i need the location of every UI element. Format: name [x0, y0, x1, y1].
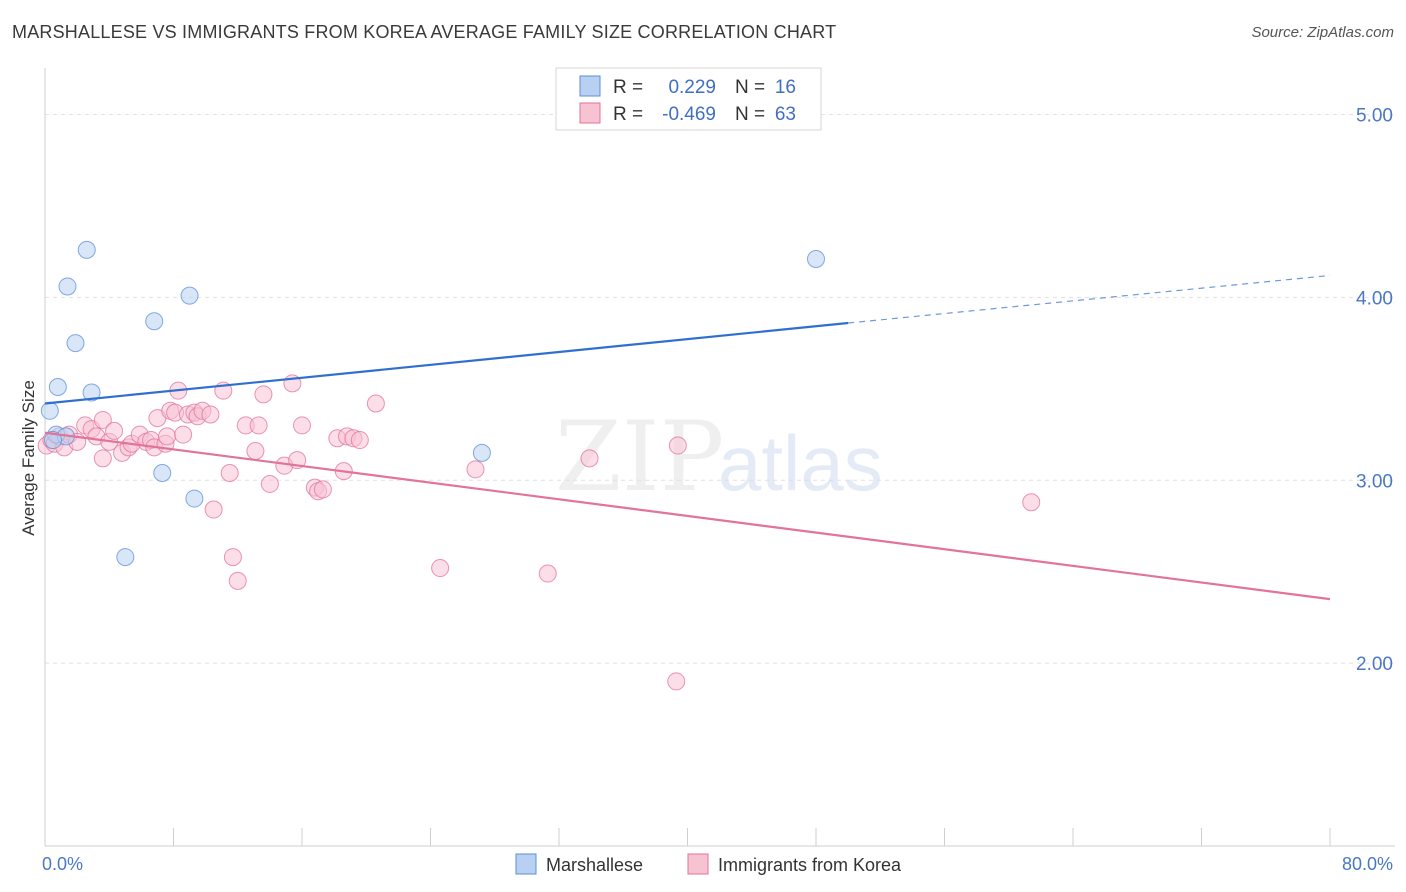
korea-point-61	[668, 436, 687, 455]
legend-r-label-0: R =	[613, 77, 643, 98]
series-legend-label-0: Marshallese	[546, 855, 643, 875]
korea-point-55	[366, 394, 385, 413]
source-label: Source: ZipAtlas.com	[1251, 24, 1394, 41]
marshallese-point-12	[185, 489, 204, 508]
legend-n-label-0: N =	[735, 77, 765, 98]
korea-point-10	[93, 410, 112, 429]
marshallese-point-6	[77, 240, 96, 259]
korea-point-13	[105, 421, 124, 440]
marshallese-point-5	[66, 334, 85, 353]
y-tick-label-0: 2.00	[1356, 654, 1393, 675]
korea-point-62	[1022, 493, 1041, 512]
korea-point-35	[220, 463, 239, 482]
korea-point-54	[350, 431, 369, 450]
korea-point-60	[667, 672, 686, 691]
watermark: ZIP atlas	[555, 401, 883, 513]
korea-point-57	[466, 460, 485, 479]
korea-point-37	[228, 571, 247, 590]
marshallese-point-10	[153, 463, 172, 482]
marshallese-point-4	[58, 277, 77, 296]
y-tick-label-2: 4.00	[1356, 288, 1393, 309]
data-points	[37, 240, 1041, 691]
legend-n-value-1: 63	[775, 104, 796, 125]
series-legend-swatch-0	[515, 853, 537, 875]
legend-r-value-1: -0.469	[662, 104, 716, 125]
korea-point-42	[260, 474, 279, 493]
y-axis-label: Average Family Size	[19, 380, 38, 536]
marshallese-point-8	[116, 548, 135, 567]
korea-trend-line	[44, 431, 1331, 601]
legend-swatch-0	[579, 75, 601, 97]
korea-point-46	[293, 416, 311, 435]
y-tick-label-3: 5.00	[1356, 106, 1393, 127]
marshallese-point-9	[145, 312, 164, 331]
y-tick-label-1: 3.00	[1356, 471, 1393, 492]
watermark-zip: ZIP	[555, 401, 724, 513]
series-legend: Marshallese Immigrants from Korea	[515, 853, 902, 875]
x-tick-label-1: 80.0%	[1342, 854, 1393, 874]
watermark-atlas: atlas	[718, 419, 883, 507]
x-tick-label-0: 0.0%	[42, 854, 83, 874]
korea-point-32	[201, 405, 220, 424]
korea-point-49	[313, 480, 332, 499]
legend-n-value-0: 16	[775, 77, 796, 98]
series-legend-swatch-1	[687, 853, 709, 875]
korea-point-56	[431, 559, 450, 578]
marshallese-trend-extension	[848, 274, 1331, 324]
chart-title: MARSHALLESE VS IMMIGRANTS FROM KOREA AVE…	[12, 22, 837, 42]
legend-swatch-1	[579, 102, 601, 124]
marshallese-point-0	[40, 401, 59, 420]
marshallese-point-1	[48, 378, 67, 397]
korea-point-11	[93, 449, 112, 468]
series-legend-label-1: Immigrants from Korea	[718, 855, 902, 875]
marshallese-point-13	[472, 443, 491, 462]
y-tick-labels: 2.00 3.00 4.00 5.00	[1356, 106, 1393, 676]
trend-lines	[44, 274, 1331, 601]
korea-point-23	[158, 427, 177, 446]
korea-point-39	[246, 442, 265, 461]
legend-r-label-1: R =	[613, 104, 643, 125]
marshallese-point-14	[807, 250, 825, 269]
korea-point-41	[254, 385, 273, 404]
legend-n-label-1: N =	[735, 104, 765, 125]
korea-point-58	[538, 564, 557, 583]
marshallese-trend-line	[44, 321, 849, 405]
korea-point-59	[580, 449, 599, 468]
axes	[44, 68, 1395, 847]
marshallese-point-7	[82, 383, 101, 402]
korea-point-36	[223, 548, 242, 567]
korea-point-33	[204, 500, 223, 519]
x-tick-labels: 0.0% 80.0%	[42, 854, 1393, 874]
marshallese-point-11	[180, 286, 199, 305]
legend-r-value-0: 0.229	[668, 77, 716, 98]
korea-point-40	[249, 416, 268, 435]
marshallese-point-15	[44, 431, 63, 450]
stats-legend: R = 0.229 N = 16 R = -0.469 N = 63	[555, 67, 822, 131]
korea-point-27	[174, 425, 193, 444]
